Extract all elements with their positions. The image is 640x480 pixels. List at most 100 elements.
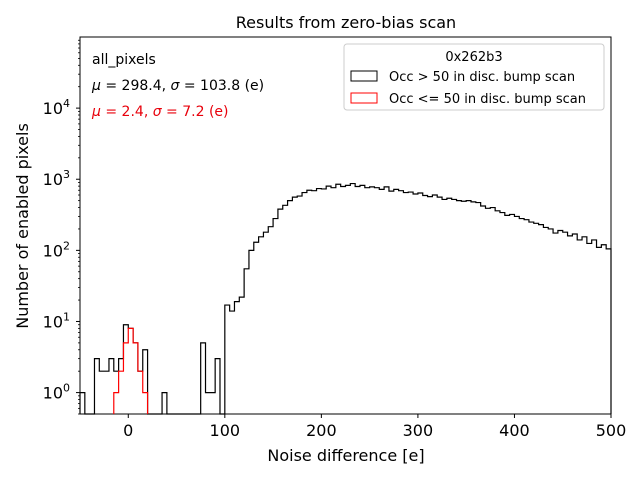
- histogram-bin: [215, 359, 220, 414]
- series-red: [113, 327, 149, 414]
- legend-label-black: Occ > 50 in disc. bump scan: [389, 70, 575, 85]
- histogram-bin: [114, 393, 119, 414]
- histogram-bin: [485, 208, 490, 414]
- histogram-bin: [399, 191, 404, 414]
- histogram-bin: [341, 187, 346, 414]
- histogram-bin: [206, 393, 211, 414]
- histogram-bin: [360, 185, 365, 414]
- histogram-bin: [379, 189, 384, 414]
- chart-title: Results from zero-bias scan: [236, 13, 456, 32]
- histogram-bin: [418, 193, 423, 414]
- histogram-bin: [423, 196, 428, 414]
- x-tick-label: 500: [596, 421, 627, 440]
- plot-area-frame: [79, 36, 612, 415]
- histogram-bin: [210, 393, 215, 414]
- histogram-bin: [244, 269, 249, 414]
- y-tick-base: 10: [43, 312, 63, 331]
- histogram-bin: [597, 247, 602, 414]
- histogram-bin: [539, 225, 544, 414]
- histogram-bin: [109, 359, 114, 414]
- y-tick-base: 10: [43, 241, 63, 260]
- y-tick-label: 101: [43, 310, 70, 331]
- histogram-bin: [138, 371, 143, 414]
- histogram-bin: [461, 201, 466, 414]
- histogram-bin: [442, 199, 447, 414]
- histogram-bin: [326, 186, 331, 414]
- histogram-bin: [495, 211, 500, 414]
- histogram-bin: [413, 194, 418, 414]
- histogram-bin: [365, 188, 370, 414]
- x-tick-label: 100: [210, 421, 241, 440]
- histogram-bin: [254, 242, 259, 414]
- histogram-bin: [225, 305, 230, 414]
- histogram-bin: [476, 203, 481, 414]
- annotation-all-pixels: all_pixels: [92, 52, 156, 68]
- y-tick-exponent: 1: [63, 310, 70, 323]
- x-tick-label: 300: [403, 421, 434, 440]
- histogram-bin: [563, 232, 568, 414]
- stats-red-sigma-symbol: σ: [153, 104, 163, 120]
- histogram-bin: [519, 219, 524, 414]
- histogram-bin: [234, 302, 239, 414]
- histogram-bin: [292, 197, 297, 414]
- legend-swatch-black: [350, 70, 378, 82]
- y-tick-base: 10: [43, 99, 63, 118]
- histogram-bin: [307, 190, 312, 414]
- histogram-bin: [297, 196, 302, 414]
- legend: 0x262b3 Occ > 50 in disc. bump scan Occ …: [343, 43, 605, 111]
- histogram-bin: [119, 359, 124, 414]
- y-tick-exponent: 2: [63, 239, 70, 252]
- histogram-bin: [263, 232, 268, 414]
- y-tick-label: 104: [43, 97, 70, 118]
- histogram-bin: [490, 208, 495, 414]
- histogram-bin: [553, 233, 558, 414]
- histogram-bin: [104, 371, 109, 414]
- x-tick-label: 200: [306, 421, 337, 440]
- histogram-bin: [568, 236, 573, 414]
- histogram-bin: [408, 192, 413, 414]
- histogram-bin: [138, 371, 143, 414]
- x-axis-label: Noise difference [e]: [267, 446, 424, 465]
- histogram-bin: [601, 245, 606, 414]
- histogram-bin: [572, 234, 577, 414]
- stats-red-mu-value: = 2.4,: [101, 104, 153, 120]
- stats-black-mu-symbol: μ: [91, 78, 101, 94]
- annotation-stats-red: μ = 2.4, σ = 7.2 (e): [91, 104, 228, 120]
- histogram-bin: [133, 343, 138, 414]
- histogram-bin: [94, 359, 99, 414]
- series-layer: [79, 182, 612, 415]
- histogram-bin: [162, 393, 167, 414]
- histogram-bin: [128, 328, 133, 414]
- histogram-bin: [268, 227, 273, 414]
- histogram-bin: [119, 371, 124, 414]
- histogram-bin: [534, 223, 539, 414]
- y-tick-base: 10: [43, 384, 63, 403]
- histogram-bin: [239, 297, 244, 414]
- histogram-step-outline-black: [79, 182, 612, 415]
- histogram-bin: [389, 191, 394, 414]
- histogram-bin: [99, 371, 104, 414]
- histogram-bin: [558, 231, 563, 414]
- y-tick-exponent: 4: [63, 97, 70, 110]
- stats-red-sigma-value: = 7.2 (e): [162, 104, 229, 120]
- histogram-bin: [447, 198, 452, 414]
- histogram-bin: [302, 193, 307, 414]
- histogram-bin: [283, 205, 288, 414]
- histogram-bin: [288, 201, 293, 414]
- stats-black-sigma-value: = 103.8 (e): [179, 78, 264, 94]
- histogram-bin: [374, 188, 379, 414]
- histogram-bin: [312, 191, 317, 414]
- y-tick-label: 102: [43, 239, 70, 260]
- histogram-step-outline-red: [113, 327, 149, 414]
- histogram-bin: [278, 209, 283, 414]
- y-tick-label: 100: [43, 382, 70, 403]
- histogram-bin: [428, 197, 433, 414]
- x-tick-label: 0: [123, 421, 133, 440]
- histogram-bin: [143, 350, 148, 414]
- histogram-bin: [370, 187, 375, 414]
- histogram-bin: [336, 184, 341, 414]
- histogram-bin: [403, 193, 408, 414]
- histogram-bin: [466, 201, 471, 414]
